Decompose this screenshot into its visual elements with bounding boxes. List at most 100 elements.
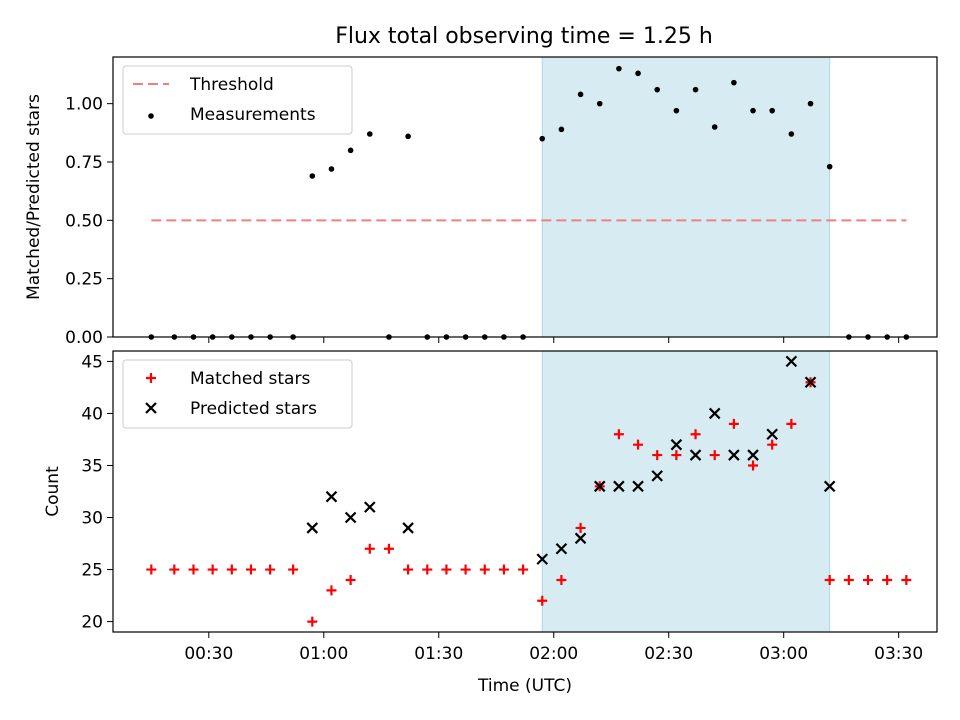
y-axis-label: Count [43,466,63,517]
y-tick-label: 0.50 [65,211,103,231]
predicted-point [747,449,759,461]
measurement-point [309,173,316,179]
top-panel: 0.00 0.25 0.50 0.75 1.00 Matched/Predicted st… [24,56,938,348]
matched-point [767,439,778,450]
matched-point [882,574,893,585]
matched-point [188,564,199,575]
predicted-point [632,480,644,493]
matched-point [307,616,318,627]
legend-matched-swatch [146,373,156,383]
measurement-point [558,126,565,133]
measurement-point [616,65,622,72]
matched-point [613,429,624,440]
legend-label: Threshold [189,75,274,95]
matched-point [479,564,490,575]
matched-point [326,585,337,596]
y-tick-label: 35 [81,456,103,476]
x-tick-label: 01:00 [299,644,348,664]
predicted-point [364,501,376,513]
legend-box [122,359,353,429]
measurement-point [328,166,335,172]
series-x [306,355,836,565]
x-tick-label: 03:30 [874,644,923,664]
measurement-point [366,131,373,137]
measurement-point [769,107,775,114]
measurement-point [654,86,661,93]
predicted-point [728,449,740,461]
measurement-point [635,70,641,77]
matched-point [364,543,375,554]
matched-point [146,564,157,575]
legend-measurement-swatch [148,113,154,119]
predicted-point [766,428,778,441]
predicted-point [613,480,625,493]
y-tick-label: 20 [81,613,103,633]
matched-point [633,439,644,450]
chart-title: Flux total observing time = 1.25 h [335,24,713,49]
matched-point [441,564,452,575]
matched-point [422,564,433,575]
predicted-point [823,480,836,493]
x-axis-label: Time (UTC) [477,676,572,696]
matched-point [245,564,256,575]
matched-point [498,564,509,575]
matched-point [460,564,471,575]
predicted-point [651,470,664,482]
measurement-point [347,147,354,154]
matched-point [518,564,529,575]
predicted-point [708,407,721,420]
matched-point [345,574,356,585]
axes-frame [112,56,938,338]
x-tick-label: 01:30 [414,644,463,664]
matched-point [403,564,414,575]
predicted-point [344,511,357,524]
measurement-point [577,91,584,98]
x-tick-label: 02:00 [529,644,578,664]
measurement-point [788,131,795,137]
matched-point [288,564,299,575]
y-tick-label: 0.75 [65,153,103,173]
matched-point [556,574,567,585]
matched-point [843,574,854,585]
matched-point [169,564,180,575]
matched-point [207,564,218,575]
matched-point [786,418,797,429]
matched-point [709,450,720,461]
highlight-interval [541,56,831,338]
measurement-point [711,124,718,130]
matched-point [671,450,682,461]
y-tick-label: 1.00 [65,95,103,115]
matched-point [265,564,276,575]
predicted-point [306,522,319,534]
matched-point [226,564,237,575]
matched-point [575,522,586,533]
predicted-point [670,438,683,451]
matched-point [537,595,548,606]
y-tick-label: 45 [81,352,103,372]
legend: Threshold Measurements [122,65,353,135]
measurement-point [596,100,603,107]
highlight-interval [541,350,831,633]
measurement-point [750,107,756,114]
measurement-point [692,86,699,93]
matched-point [652,450,663,461]
x-tick-label: 02:30 [644,644,693,664]
matched-point [824,574,835,585]
measurement-point [673,107,680,114]
legend-predicted-swatch [145,402,157,414]
x-tick-label: 00:30 [184,644,233,664]
measurement-point [731,79,737,86]
measurement-point [807,100,814,107]
series-plus [146,377,912,627]
measurement-point [539,135,546,142]
predicted-point [804,376,817,388]
axes-frame [112,350,938,633]
bottom-panel: 20 25 30 35 40 45 00:30 01:00 01:30 02:00 02:30 03:… [43,350,938,696]
legend-label: Predicted stars [190,399,317,419]
matched-point [690,429,701,440]
predicted-point [785,355,798,368]
predicted-point [689,449,702,461]
predicted-point [536,553,549,565]
predicted-point [325,490,338,503]
